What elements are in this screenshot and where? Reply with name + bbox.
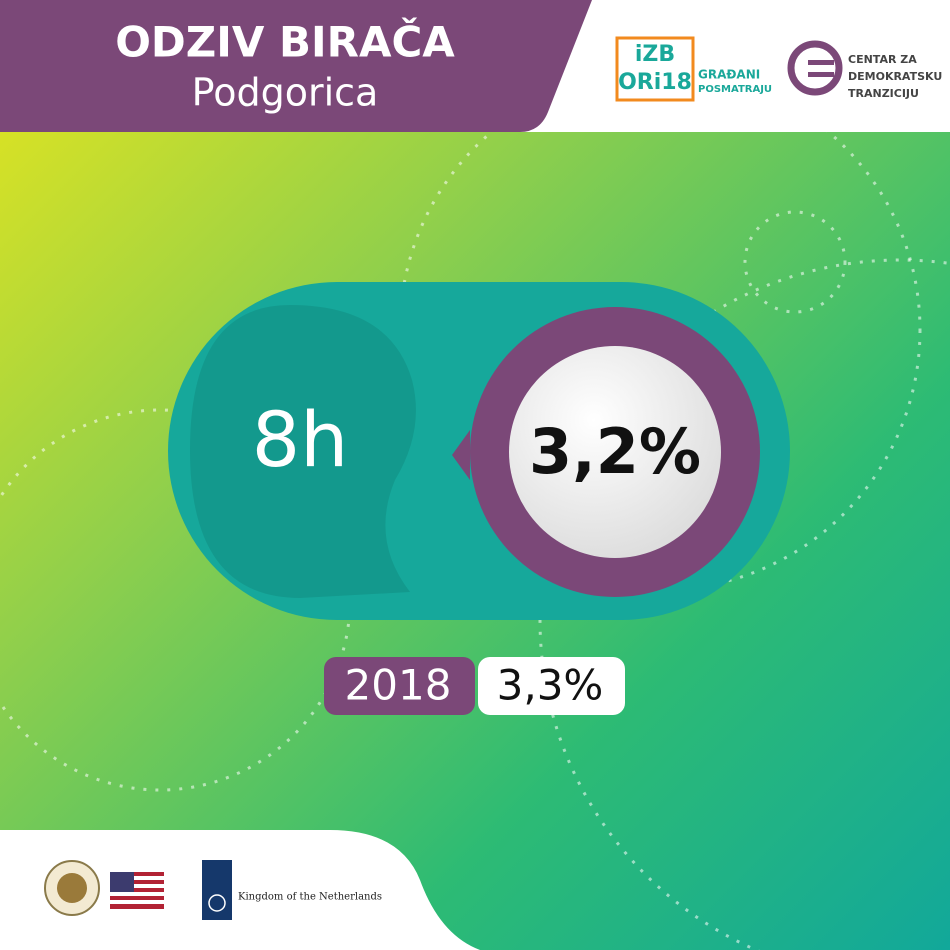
subtitle: Podgorica: [192, 71, 379, 115]
cdt-logo-mark: [808, 60, 834, 65]
turnout: 3,2%: [529, 415, 701, 488]
flag-canton: [110, 872, 134, 892]
cdt-logo-text: TRANZICIJU: [848, 87, 919, 100]
flag-stripe: [110, 888, 164, 892]
prev-turnout-badge: [478, 657, 625, 715]
time-bubble: [190, 305, 416, 598]
izbori-logo-text: ORi18: [618, 70, 692, 95]
flag-stripe: [110, 872, 164, 876]
izbori-logo-text: iZB: [635, 42, 675, 67]
decor-circle: [743, 210, 847, 314]
cdt-logo-mark: [787, 40, 843, 96]
us-seal-center: [57, 873, 87, 903]
cdt-logo-mark: [808, 72, 834, 77]
netherlands-logo: [202, 860, 232, 920]
title: ODZIV BIRAČA: [115, 17, 455, 67]
year: 2018: [345, 661, 452, 710]
cdt-logo-text: CENTAR ZA: [848, 53, 917, 66]
prev-turnout: 3,3%: [497, 661, 604, 710]
header-panel: [0, 0, 592, 132]
cdt-logo-text: DEMOKRATSKU: [848, 70, 942, 83]
izbori-tagline: POSMATRAJU: [698, 84, 772, 95]
time: 8h: [252, 395, 349, 484]
flag-stripe: [110, 896, 164, 900]
pointer: [452, 430, 470, 480]
netherlands-crest: [208, 894, 226, 912]
flag-stripe: [110, 880, 164, 884]
flag-stripe: [110, 904, 164, 909]
izbori-logo-box: [615, 36, 695, 102]
izbori-tagline: GRAĐANI: [698, 68, 760, 82]
us-flag: [110, 872, 164, 909]
netherlands-text: Kingdom of the Netherlands: [238, 892, 382, 903]
year-badge: [324, 657, 475, 715]
footer-panel: [0, 830, 480, 950]
turnout-disc: [509, 346, 721, 558]
